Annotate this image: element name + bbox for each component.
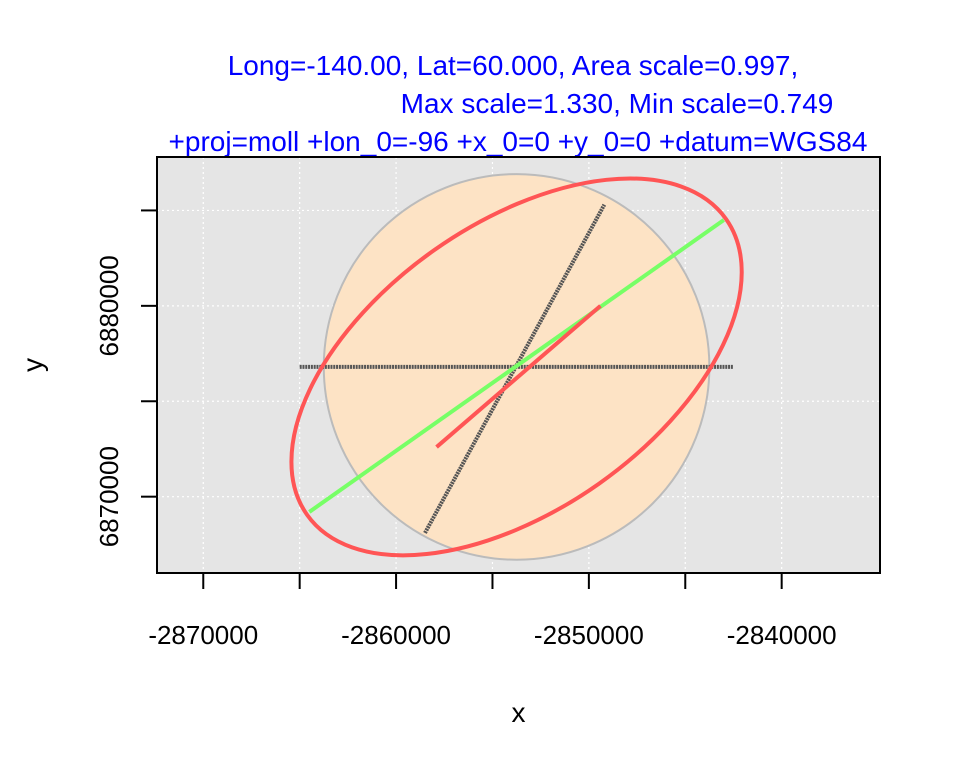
y-tick-label: 6880000 [94,255,124,356]
y-tick-label: 6870000 [94,446,124,547]
chart-title-line-1: Long=-140.00, Lat=60.000, Area scale=0.9… [227,50,799,81]
min-scale-axis-line [435,304,602,449]
plot-area [289,173,744,561]
x-axis: -2870000 -2860000 -2850000 -2840000 [148,573,837,650]
y-axis: 6870000 6880000 [94,209,157,547]
plot-panel-frame [156,156,881,574]
x-tick-label: -2870000 [148,620,258,650]
max-scale-axis-line [308,218,725,514]
x-axis-title: x [512,697,526,728]
tissot-indicatrix-ellipse [289,176,744,558]
x-tick-label: -2840000 [727,620,837,650]
x-tick-label: -2860000 [341,620,451,650]
y-axis-title: y [17,358,48,372]
x-tick-label: -2850000 [534,620,644,650]
meridian-line [423,203,607,534]
chart-title-line-2: Max scale=1.330, Min scale=0.749 [400,88,834,119]
chart-title-line-3: +proj=moll +lon_0=-96 +x_0=0 +y_0=0 +dat… [168,126,868,157]
